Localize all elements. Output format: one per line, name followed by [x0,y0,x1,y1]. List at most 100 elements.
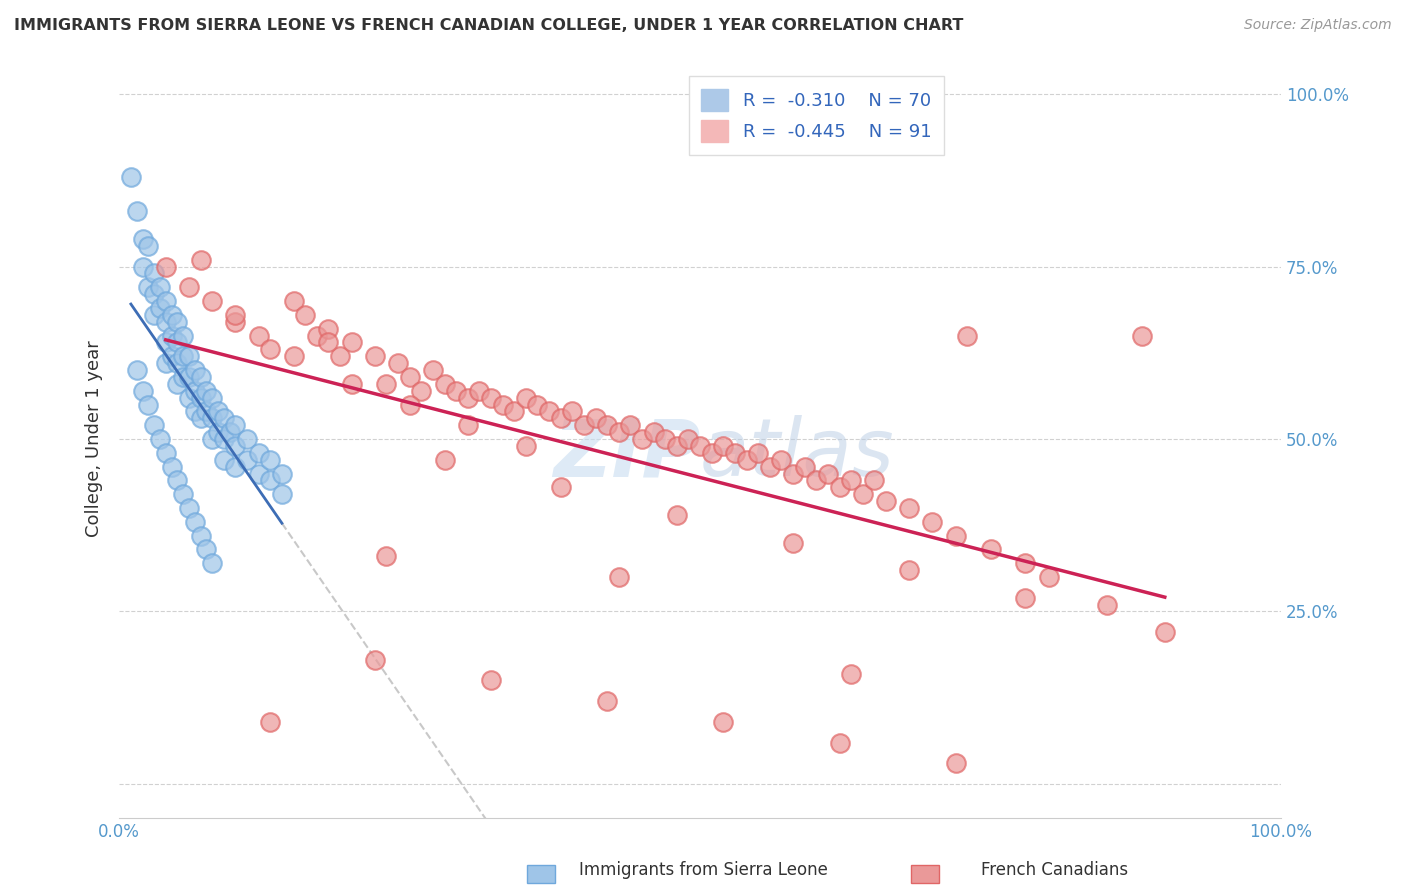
Point [364,653,387,667]
Point [177,370,200,384]
Point [190,252,212,267]
Point [793,459,815,474]
Point [433,452,456,467]
Point [305,328,328,343]
Point [224,459,246,474]
Point [839,474,862,488]
Point [364,349,387,363]
Point [184,363,207,377]
Point [700,446,723,460]
Point [1153,625,1175,640]
Point [411,384,433,398]
Point [387,356,409,370]
Point [782,535,804,549]
Point [201,391,224,405]
Point [155,315,177,329]
Point [398,398,420,412]
Point [195,542,218,557]
Point [828,480,851,494]
Point [945,756,967,771]
Point [125,204,148,219]
Point [457,391,479,405]
Point [479,391,502,405]
Point [817,467,839,481]
Point [956,328,979,343]
Point [172,370,194,384]
Point [980,542,1002,557]
Point [212,411,235,425]
Point [143,308,166,322]
Point [515,391,537,405]
Point [550,411,572,425]
Point [945,528,967,542]
Point [172,487,194,501]
Point [711,714,734,729]
Point [160,349,183,363]
Point [515,439,537,453]
Point [619,418,641,433]
Point [201,294,224,309]
Point [195,384,218,398]
Point [340,335,363,350]
Point [207,404,229,418]
Point [271,467,294,481]
Point [479,673,502,688]
Point [735,452,758,467]
Point [375,549,398,564]
Point [125,363,148,377]
Point [190,370,212,384]
Text: French Canadians: French Canadians [981,861,1128,879]
Point [160,459,183,474]
Point [444,384,467,398]
Point [561,404,583,418]
Point [184,384,207,398]
Point [224,439,246,453]
Point [224,315,246,329]
Point [212,452,235,467]
Point [271,487,294,501]
Y-axis label: College, Under 1 year: College, Under 1 year [86,341,103,537]
Point [136,280,159,294]
Point [468,384,491,398]
Point [149,301,172,315]
Point [224,308,246,322]
Point [806,474,828,488]
Point [863,474,886,488]
Point [195,404,218,418]
Point [550,480,572,494]
Point [247,446,270,460]
Point [318,335,340,350]
Point [596,418,619,433]
Point [218,425,240,439]
Point [155,260,177,274]
Point [259,452,281,467]
Point [839,666,862,681]
Point [828,735,851,749]
Point [155,294,177,309]
Point [212,432,235,446]
Point [177,280,200,294]
Point [770,452,793,467]
Point [503,404,526,418]
Text: ZIP: ZIP [553,415,700,493]
Point [184,404,207,418]
Point [631,432,654,446]
Point [131,232,153,246]
Point [607,570,630,584]
Point [340,376,363,391]
Point [689,439,711,453]
Point [136,398,159,412]
Point [643,425,665,439]
Point [259,474,281,488]
Point [131,384,153,398]
Text: Immigrants from Sierra Leone: Immigrants from Sierra Leone [578,861,828,879]
Point [184,515,207,529]
Point [247,467,270,481]
Point [607,425,630,439]
Point [155,335,177,350]
Point [678,432,700,446]
Point [898,563,921,577]
Point [247,328,270,343]
Point [759,459,782,474]
Point [665,508,688,522]
